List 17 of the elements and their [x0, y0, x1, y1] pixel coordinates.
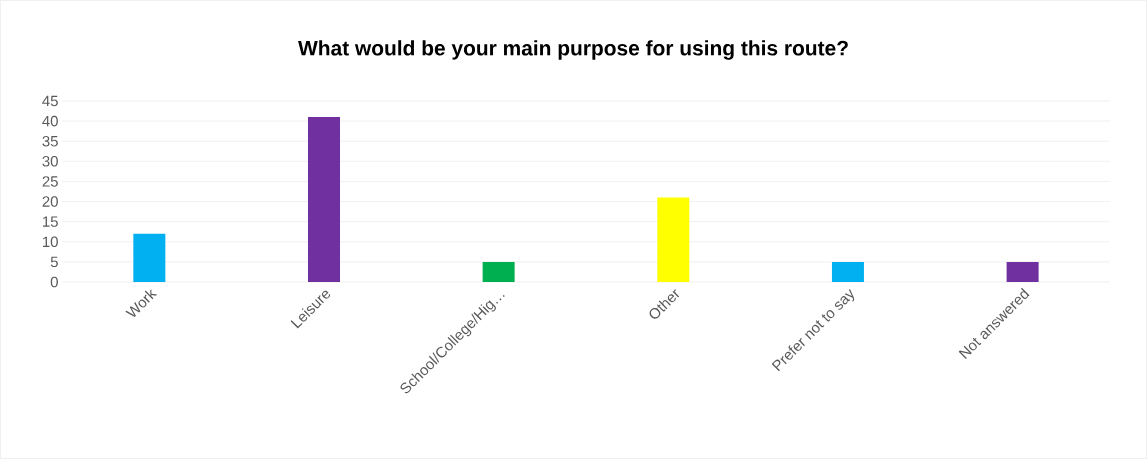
bar — [1006, 261, 1039, 282]
y-tick-label: 20 — [42, 196, 58, 207]
bar — [831, 261, 864, 282]
y-tick-label: 10 — [43, 236, 58, 248]
bar — [657, 197, 690, 282]
y-tick-label: 35 — [42, 135, 58, 147]
bar — [307, 117, 340, 282]
y-tick-label: 15 — [43, 216, 58, 227]
y-tick-label: 5 — [50, 256, 58, 268]
bar — [482, 261, 515, 282]
y-tick-label: 40 — [42, 115, 58, 127]
y-tick-label: 0 — [50, 276, 58, 288]
y-tick-label: 30 — [42, 156, 58, 167]
y-tick-label: 25 — [42, 176, 58, 187]
bar — [133, 233, 166, 282]
y-tick-label: 45 — [42, 95, 58, 107]
chart-title: What would be your main purpose for using this route? — [298, 40, 848, 60]
